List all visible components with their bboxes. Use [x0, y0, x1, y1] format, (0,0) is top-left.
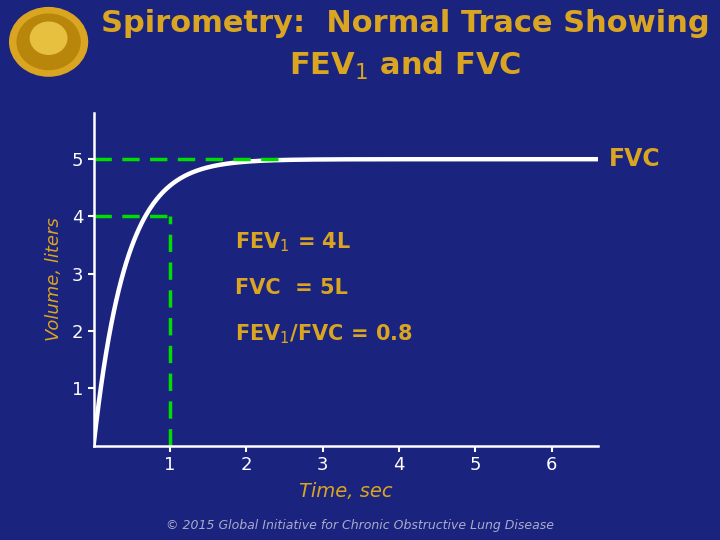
Text: FVC  = 5L: FVC = 5L [235, 278, 348, 298]
Text: FEV$_1$ and FVC: FEV$_1$ and FVC [289, 50, 521, 82]
X-axis label: Time, sec: Time, sec [299, 482, 392, 501]
Text: FEV$_1$/FVC = 0.8: FEV$_1$/FVC = 0.8 [235, 322, 413, 346]
Y-axis label: Volume, liters: Volume, liters [45, 218, 63, 341]
Circle shape [17, 14, 80, 70]
Text: FVC: FVC [609, 147, 661, 171]
Circle shape [9, 8, 88, 76]
Text: FEV$_1$ = 4L: FEV$_1$ = 4L [235, 231, 351, 254]
Text: Spirometry:  Normal Trace Showing: Spirometry: Normal Trace Showing [101, 9, 709, 38]
Text: © 2015 Global Initiative for Chronic Obstructive Lung Disease: © 2015 Global Initiative for Chronic Obs… [166, 519, 554, 532]
Circle shape [30, 22, 67, 54]
